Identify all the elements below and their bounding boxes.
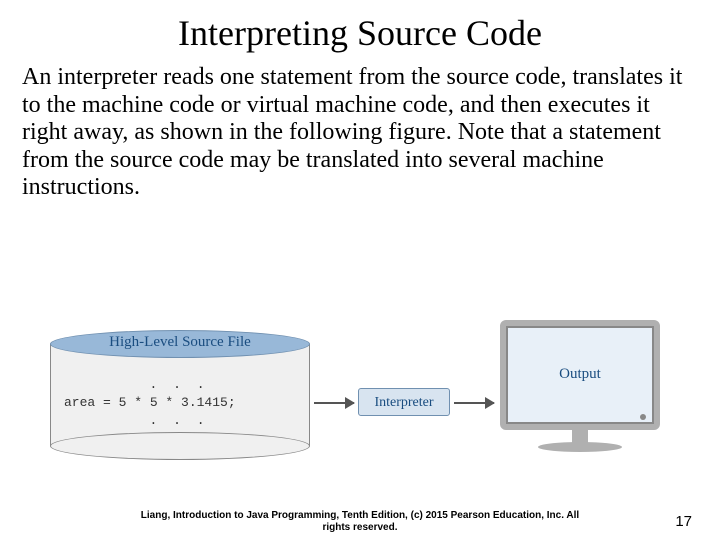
code-dots-top: . . . — [64, 376, 294, 394]
arrow-icon — [314, 402, 354, 404]
slide-body-text: An interpreter reads one statement from … — [0, 64, 720, 202]
footer-line2: rights reserved. — [322, 522, 397, 533]
code-line: area = 5 * 5 * 3.1415; — [64, 395, 236, 410]
source-file-cylinder: High-Level Source File . . . area = 5 * … — [50, 330, 310, 460]
source-code-snippet: . . . area = 5 * 5 * 3.1415; . . . — [64, 376, 294, 431]
footer-line1: Liang, Introduction to Java Programming,… — [141, 510, 579, 521]
monitor-button-icon — [640, 414, 646, 420]
interpreter-box: Interpreter — [358, 388, 450, 416]
page-number: 17 — [675, 513, 692, 530]
slide-title: Interpreting Source Code — [0, 0, 720, 64]
interpreter-figure: High-Level Source File . . . area = 5 * … — [50, 320, 670, 480]
copyright-footer: Liang, Introduction to Java Programming,… — [0, 510, 720, 534]
cylinder-bottom — [50, 432, 310, 460]
monitor-base — [538, 442, 622, 452]
output-monitor: Output — [500, 320, 660, 470]
output-label: Output — [506, 366, 654, 383]
arrow-icon — [454, 402, 494, 404]
code-dots-bottom: . . . — [64, 412, 294, 430]
monitor-frame: Output — [500, 320, 660, 430]
source-file-label: High-Level Source File — [50, 334, 310, 351]
